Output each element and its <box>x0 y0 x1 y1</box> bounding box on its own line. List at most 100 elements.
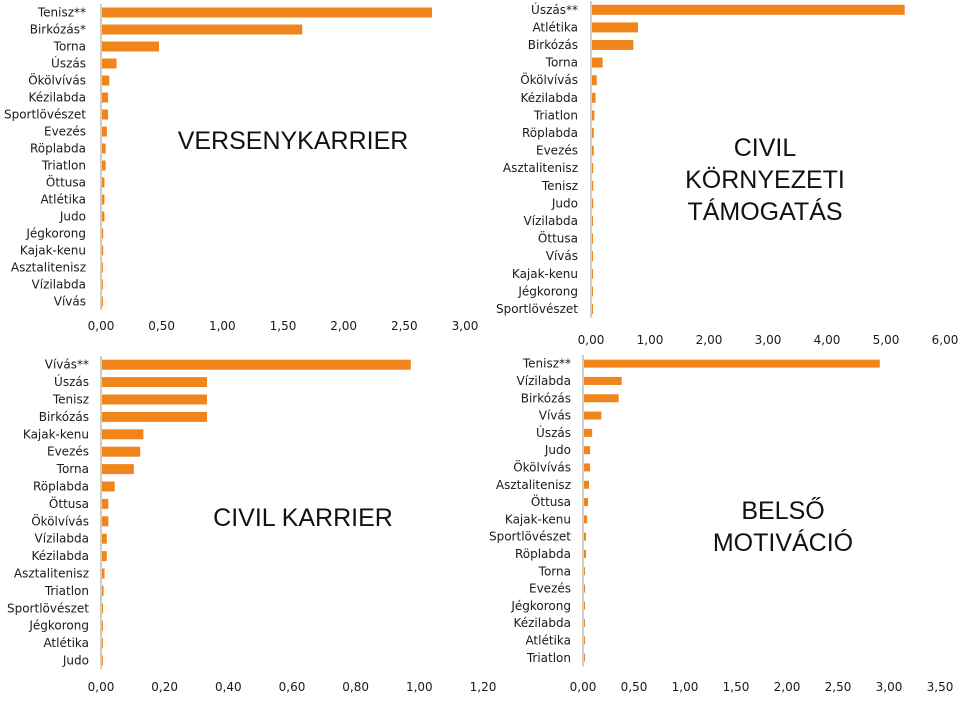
category-label: Kézilabda <box>28 91 86 105</box>
bar <box>102 464 134 475</box>
bar <box>592 22 639 33</box>
bar <box>584 584 586 593</box>
bar <box>584 549 587 558</box>
bar <box>102 516 109 527</box>
chart-title-line: MOTIVÁCIÓ <box>713 528 853 557</box>
bar <box>592 4 905 15</box>
category-label: Röplabda <box>33 480 89 494</box>
bar <box>592 145 594 156</box>
bar <box>592 128 594 138</box>
bar <box>102 177 105 188</box>
bar <box>592 233 593 244</box>
category-label: Vívás <box>546 249 578 263</box>
category-label: Sportlövészet <box>7 601 89 615</box>
category-label: Torna <box>538 564 571 578</box>
x-tick-label: 0,00 <box>88 680 115 694</box>
bar <box>592 40 634 50</box>
x-tick-label: 2,00 <box>330 319 357 333</box>
category-label: Vívás <box>54 295 86 309</box>
category-label: Öttusa <box>538 230 578 246</box>
category-label: Kajak-kenu <box>20 244 86 258</box>
bar <box>102 211 105 222</box>
category-label: Jégkorong <box>25 227 86 241</box>
chart-title-line: VERSENYKARRIER <box>178 127 409 155</box>
bar <box>102 429 144 440</box>
category-label: Evezés <box>44 125 86 139</box>
bar <box>102 533 107 544</box>
x-tick-label: 2,50 <box>391 319 418 333</box>
category-label: Torna <box>56 462 89 476</box>
bar <box>584 532 587 541</box>
x-tick-label: 0,20 <box>151 680 178 694</box>
category-label: Kajak-kenu <box>23 427 89 441</box>
x-tick-label: 1,00 <box>209 319 236 333</box>
x-tick-label: 0,00 <box>570 680 597 694</box>
x-tick-label: 0,50 <box>148 319 175 333</box>
bar <box>584 480 590 489</box>
category-label: Kézilabda <box>31 549 89 563</box>
bar <box>592 92 596 103</box>
bar <box>584 376 622 385</box>
category-label: Öttusa <box>531 493 571 509</box>
category-label: Sportlövészet <box>4 108 86 122</box>
category-label: Triatlon <box>533 108 578 122</box>
x-tick-label: 2,50 <box>825 680 852 694</box>
chart-panel-belso-motivacio: Tenisz**VízilabdaBirkózásVívásÚszásJudoÖ… <box>489 355 953 694</box>
category-label: Ökölvívás <box>520 71 578 87</box>
category-label: Úszás <box>51 56 86 71</box>
x-tick-label: 0,80 <box>342 680 369 694</box>
category-label: Ökölvívás <box>28 72 86 88</box>
bar <box>584 411 602 420</box>
bar <box>592 268 593 279</box>
bar <box>592 286 593 297</box>
category-label: Ökölvívás <box>513 458 571 474</box>
bar <box>102 160 106 171</box>
bar <box>584 394 619 403</box>
x-tick-label: 3,50 <box>927 680 954 694</box>
category-label: Asztalitenisz <box>496 478 571 492</box>
category-label: Öttusa <box>46 174 86 190</box>
bar <box>584 428 593 437</box>
bar <box>102 620 103 631</box>
category-label: Torna <box>53 40 86 54</box>
category-label: Evezés <box>529 582 571 596</box>
category-label: Sportlövészet <box>489 530 571 544</box>
chart-title-line: KÖRNYEZETI <box>685 166 845 194</box>
category-label: Triatlon <box>526 651 571 665</box>
category-label: Birkózás* <box>30 23 86 37</box>
x-tick-label: 0,60 <box>279 680 306 694</box>
category-label: Vízilabda <box>32 278 86 292</box>
bar <box>102 143 106 154</box>
bar <box>102 262 103 273</box>
bar <box>102 24 303 35</box>
category-label: Tenisz <box>52 393 89 407</box>
category-label: Jégkorong <box>510 599 571 613</box>
bar <box>102 411 208 422</box>
category-label: Úszás <box>536 425 571 440</box>
category-label: Judo <box>551 196 578 210</box>
bar <box>102 228 104 239</box>
bar <box>592 163 594 174</box>
category-label: Judo <box>59 210 86 224</box>
x-tick-label: 0,40 <box>215 680 242 694</box>
bar <box>584 653 585 662</box>
bar <box>102 603 103 614</box>
bar <box>102 568 105 579</box>
category-label: Asztalitenisz <box>11 261 86 275</box>
category-label: Vívás <box>539 409 571 423</box>
bar <box>102 551 107 562</box>
category-label: Öttusa <box>49 495 89 511</box>
x-tick-label: 0,50 <box>621 680 648 694</box>
category-label: Úszás** <box>531 2 578 17</box>
x-tick-label: 5,00 <box>873 333 900 347</box>
bar <box>584 359 880 368</box>
category-label: Triatlon <box>41 159 86 173</box>
x-tick-label: 6,00 <box>932 333 959 347</box>
bar <box>102 481 115 492</box>
bar <box>102 279 103 290</box>
bar <box>584 446 591 455</box>
x-tick-label: 4,00 <box>814 333 841 347</box>
category-label: Asztalitenisz <box>503 161 578 175</box>
